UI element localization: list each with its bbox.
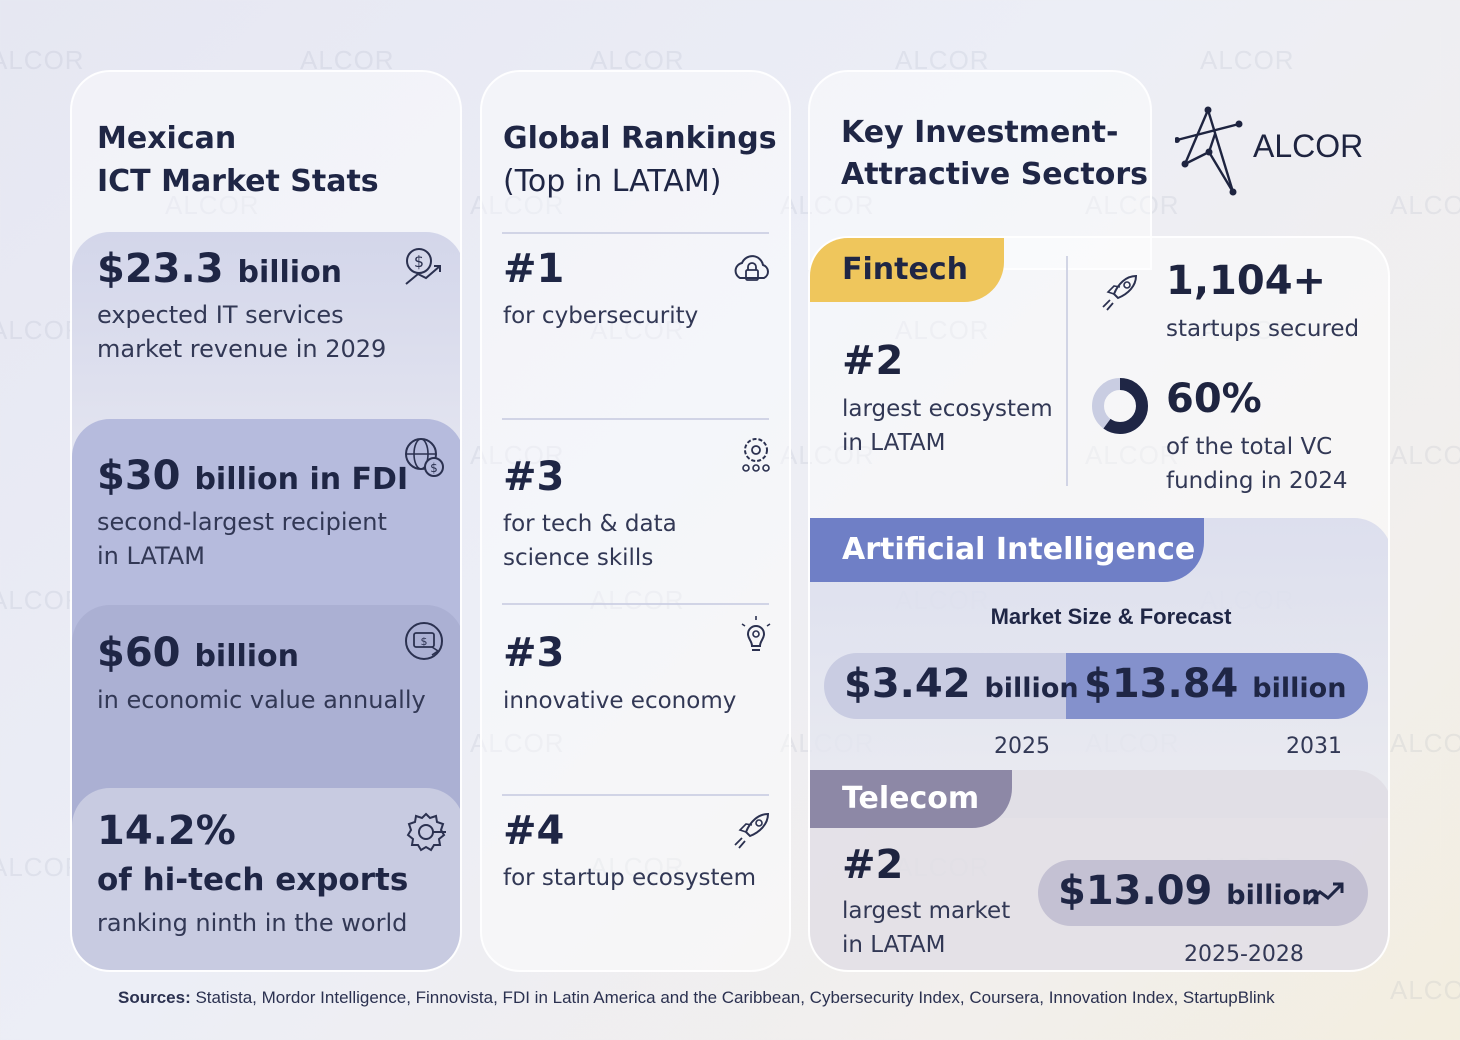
telecom-label: Telecom (810, 770, 1012, 828)
rocket-icon (734, 812, 770, 849)
telecom-value-pill: $13.09 billion (1038, 860, 1368, 926)
ai-label: Artificial Intelligence (810, 518, 1204, 582)
sectors-card: Fintech #2 largest ecosystem in LATAM 1,1… (808, 236, 1390, 972)
divider (502, 794, 769, 796)
ai-value-2025: $3.42 billion (844, 661, 1079, 707)
telecom-rank: #2 (842, 842, 904, 888)
globe-dollar-icon: $ (405, 438, 444, 477)
watermark: ALCOR (1390, 728, 1460, 758)
ai-forecast-bar: $3.42 billion $13.84 billion (824, 653, 1368, 719)
svg-text:$: $ (414, 252, 424, 271)
gear-people-icon (742, 438, 770, 472)
watermark: ALCOR (1200, 45, 1295, 75)
vc-value: 60% (1166, 376, 1262, 422)
watermark: ALCOR (1390, 440, 1460, 470)
brand-name: ALCOR (1253, 128, 1364, 164)
watermark: ALCOR (0, 45, 85, 75)
gear-circuit-icon (406, 812, 446, 852)
sources-footnote: Sources: Statista, Mordor Intelligence, … (118, 988, 1275, 1007)
divider (1066, 256, 1068, 486)
startups-value: 1,104+ (1166, 258, 1327, 304)
svg-text:$: $ (430, 461, 438, 475)
divider (502, 603, 769, 605)
telecom-period: 2025-2028 (1184, 942, 1304, 967)
sectors-card-title: Key Investment- Attractive Sectors (841, 115, 1149, 192)
global-rankings-card: Global Rankings (Top in LATAM) #1 for cy… (480, 70, 791, 972)
fintech-rank-desc: largest ecosystem in LATAM (842, 396, 1053, 456)
ai-value-2031: $13.84 billion (1084, 661, 1347, 707)
trend-up-icon (1306, 882, 1344, 906)
rankings-card-title: Global Rankings (Top in LATAM) (503, 121, 777, 199)
divider (502, 232, 769, 234)
brand-logo: ALCOR (1175, 106, 1375, 196)
startups-desc: startups secured (1166, 316, 1360, 342)
vc-donut-chart (1092, 378, 1148, 434)
dollar-growth-icon: $ (405, 248, 441, 285)
ai-year-2025: 2025 (994, 734, 1050, 759)
ict-market-stats-card: Mexican ICT Market Stats $23.3 billion e… (70, 70, 462, 972)
lightbulb-icon (741, 616, 771, 651)
vc-share-arc (1092, 378, 1148, 434)
fintech-label: Fintech (810, 238, 1004, 302)
ict-card-title: Mexican ICT Market Stats (97, 121, 379, 199)
ai-year-2031: 2031 (1286, 734, 1342, 759)
telecom-rank-desc: largest market in LATAM (842, 898, 1011, 958)
svg-text:$: $ (421, 635, 428, 648)
alcor-logo-icon (1175, 106, 1243, 196)
fintech-rank: #2 (842, 338, 904, 384)
ai-subtitle: Market Size & Forecast (990, 604, 1232, 629)
ai-forecast-fill (1066, 653, 1368, 719)
money-exchange-icon: $ (405, 622, 443, 660)
rocket-icon (1102, 274, 1138, 311)
divider (502, 418, 769, 420)
cloud-lock-icon (734, 255, 769, 281)
watermark: ALCOR (1390, 190, 1460, 220)
stat-hi-tech-exports: 14.2% of hi-tech exports ranking ninth i… (72, 788, 460, 970)
vc-desc: of the total VC funding in 2024 (1166, 434, 1348, 494)
